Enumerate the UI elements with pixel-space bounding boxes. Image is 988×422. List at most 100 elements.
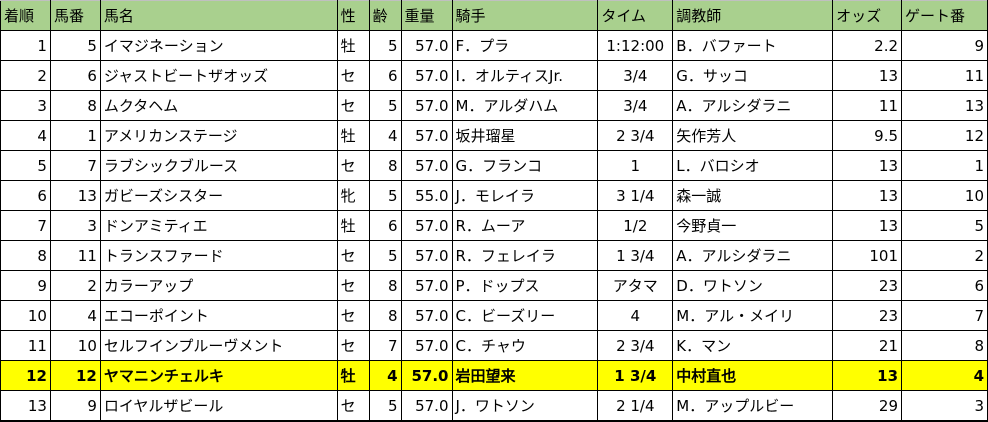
cell-trainer[interactable]: A．アルシダラニ bbox=[672, 90, 834, 121]
cell-horse-number[interactable]: 11 bbox=[49, 240, 101, 271]
cell-time[interactable]: 3/4 bbox=[597, 60, 674, 91]
cell-weight[interactable]: 57.0 bbox=[400, 270, 453, 301]
cell-horse-number[interactable]: 1 bbox=[49, 120, 101, 151]
cell-horse-number[interactable]: 4 bbox=[49, 300, 101, 331]
cell-weight[interactable]: 57.0 bbox=[400, 120, 453, 151]
cell-gate-number[interactable]: 1 bbox=[901, 150, 988, 181]
cell-time[interactable]: 2 3/4 bbox=[597, 120, 674, 151]
cell-finish-position[interactable]: 6 bbox=[0, 180, 51, 211]
cell-finish-position[interactable]: 10 bbox=[0, 300, 51, 331]
cell-gate-number[interactable]: 10 bbox=[901, 180, 988, 211]
cell-sex[interactable]: セ bbox=[336, 330, 370, 361]
cell-jockey[interactable]: P．ドップス bbox=[451, 270, 599, 301]
cell-time[interactable]: 2 3/4 bbox=[597, 330, 674, 361]
cell-odds[interactable]: 2.2 bbox=[832, 30, 903, 61]
cell-odds[interactable]: 21 bbox=[832, 330, 903, 361]
cell-sex[interactable]: セ bbox=[336, 270, 370, 301]
cell-gate-number[interactable]: 7 bbox=[901, 300, 988, 331]
cell-age[interactable]: 8 bbox=[368, 270, 402, 301]
cell-horse-number[interactable]: 13 bbox=[49, 180, 101, 211]
cell-jockey[interactable]: C．チャウ bbox=[451, 330, 599, 361]
cell-sex[interactable]: 牝 bbox=[336, 180, 370, 211]
cell-time[interactable]: 1 3/4 bbox=[597, 360, 674, 391]
cell-horse-name[interactable]: ガビーズシスター bbox=[99, 180, 338, 211]
cell-sex[interactable]: 牡 bbox=[336, 360, 370, 391]
cell-horse-number[interactable]: 6 bbox=[49, 60, 101, 91]
cell-jockey[interactable]: G．フランコ bbox=[451, 150, 599, 181]
cell-horse-number[interactable]: 5 bbox=[49, 30, 101, 61]
cell-sex[interactable]: セ bbox=[336, 60, 370, 91]
cell-gate-number[interactable]: 4 bbox=[901, 360, 988, 391]
cell-weight[interactable]: 55.0 bbox=[400, 180, 453, 211]
cell-age[interactable]: 5 bbox=[368, 90, 402, 121]
cell-trainer[interactable]: M．アップルビー bbox=[672, 390, 834, 422]
cell-gate-number[interactable]: 8 bbox=[901, 330, 988, 361]
cell-jockey[interactable]: C．ビーズリー bbox=[451, 300, 599, 331]
cell-horse-name[interactable]: ムクタヘム bbox=[99, 90, 338, 121]
cell-time[interactable]: 3 1/4 bbox=[597, 180, 674, 211]
cell-finish-position[interactable]: 12 bbox=[0, 360, 51, 391]
cell-horse-name[interactable]: トランスファード bbox=[99, 240, 338, 271]
cell-horse-name[interactable]: アメリカンステージ bbox=[99, 120, 338, 151]
cell-jockey[interactable]: M．アルダハム bbox=[451, 90, 599, 121]
cell-trainer[interactable]: D．ワトソン bbox=[672, 270, 834, 301]
cell-finish-position[interactable]: 4 bbox=[0, 120, 51, 151]
cell-sex[interactable]: セ bbox=[336, 390, 370, 422]
cell-odds[interactable]: 23 bbox=[832, 300, 903, 331]
cell-finish-position[interactable]: 8 bbox=[0, 240, 51, 271]
cell-finish-position[interactable]: 5 bbox=[0, 150, 51, 181]
cell-horse-name[interactable]: ドンアミティエ bbox=[99, 210, 338, 241]
cell-horse-name[interactable]: イマジネーション bbox=[99, 30, 338, 61]
cell-trainer[interactable]: M．アル・メイリ bbox=[672, 300, 834, 331]
cell-odds[interactable]: 101 bbox=[832, 240, 903, 271]
cell-horse-number[interactable]: 3 bbox=[49, 210, 101, 241]
cell-weight[interactable]: 57.0 bbox=[400, 30, 453, 61]
cell-odds[interactable]: 29 bbox=[832, 390, 903, 422]
cell-gate-number[interactable]: 11 bbox=[901, 60, 988, 91]
cell-sex[interactable]: セ bbox=[336, 300, 370, 331]
cell-odds[interactable]: 13 bbox=[832, 180, 903, 211]
cell-age[interactable]: 4 bbox=[368, 120, 402, 151]
cell-age[interactable]: 4 bbox=[368, 360, 402, 391]
cell-age[interactable]: 5 bbox=[368, 180, 402, 211]
cell-gate-number[interactable]: 5 bbox=[901, 210, 988, 241]
cell-finish-position[interactable]: 7 bbox=[0, 210, 51, 241]
cell-sex[interactable]: 牡 bbox=[336, 30, 370, 61]
cell-time[interactable]: 3/4 bbox=[597, 90, 674, 121]
cell-time[interactable]: アタマ bbox=[597, 270, 674, 301]
cell-trainer[interactable]: 今野貞一 bbox=[672, 210, 834, 241]
cell-jockey[interactable]: 岩田望来 bbox=[451, 360, 599, 391]
cell-time[interactable]: 2 1/4 bbox=[597, 390, 674, 422]
cell-time[interactable]: 1/2 bbox=[597, 210, 674, 241]
cell-weight[interactable]: 57.0 bbox=[400, 300, 453, 331]
cell-weight[interactable]: 57.0 bbox=[400, 60, 453, 91]
cell-age[interactable]: 7 bbox=[368, 330, 402, 361]
cell-trainer[interactable]: G．サッコ bbox=[672, 60, 834, 91]
cell-horse-name[interactable]: ヤマニンチェルキ bbox=[99, 360, 338, 391]
cell-age[interactable]: 5 bbox=[368, 30, 402, 61]
cell-finish-position[interactable]: 9 bbox=[0, 270, 51, 301]
cell-horse-name[interactable]: ラブシックブルース bbox=[99, 150, 338, 181]
cell-age[interactable]: 5 bbox=[368, 240, 402, 271]
cell-odds[interactable]: 13 bbox=[832, 360, 903, 391]
cell-horse-number[interactable]: 12 bbox=[49, 360, 101, 391]
cell-jockey[interactable]: F．プラ bbox=[451, 30, 599, 61]
cell-sex[interactable]: 牡 bbox=[336, 210, 370, 241]
cell-trainer[interactable]: L．バロシオ bbox=[672, 150, 834, 181]
cell-time[interactable]: 4 bbox=[597, 300, 674, 331]
cell-trainer[interactable]: 森一誠 bbox=[672, 180, 834, 211]
cell-horse-name[interactable]: エコーポイント bbox=[99, 300, 338, 331]
cell-gate-number[interactable]: 6 bbox=[901, 270, 988, 301]
cell-gate-number[interactable]: 12 bbox=[901, 120, 988, 151]
cell-finish-position[interactable]: 13 bbox=[0, 390, 51, 422]
cell-gate-number[interactable]: 13 bbox=[901, 90, 988, 121]
cell-jockey[interactable]: J．ワトソン bbox=[451, 390, 599, 422]
cell-horse-name[interactable]: カラーアップ bbox=[99, 270, 338, 301]
cell-gate-number[interactable]: 2 bbox=[901, 240, 988, 271]
cell-time[interactable]: 1:12:00 bbox=[597, 30, 674, 61]
cell-horse-number[interactable]: 8 bbox=[49, 90, 101, 121]
cell-weight[interactable]: 57.0 bbox=[400, 360, 453, 391]
cell-jockey[interactable]: 坂井瑠星 bbox=[451, 120, 599, 151]
cell-weight[interactable]: 57.0 bbox=[400, 90, 453, 121]
cell-gate-number[interactable]: 9 bbox=[901, 30, 988, 61]
